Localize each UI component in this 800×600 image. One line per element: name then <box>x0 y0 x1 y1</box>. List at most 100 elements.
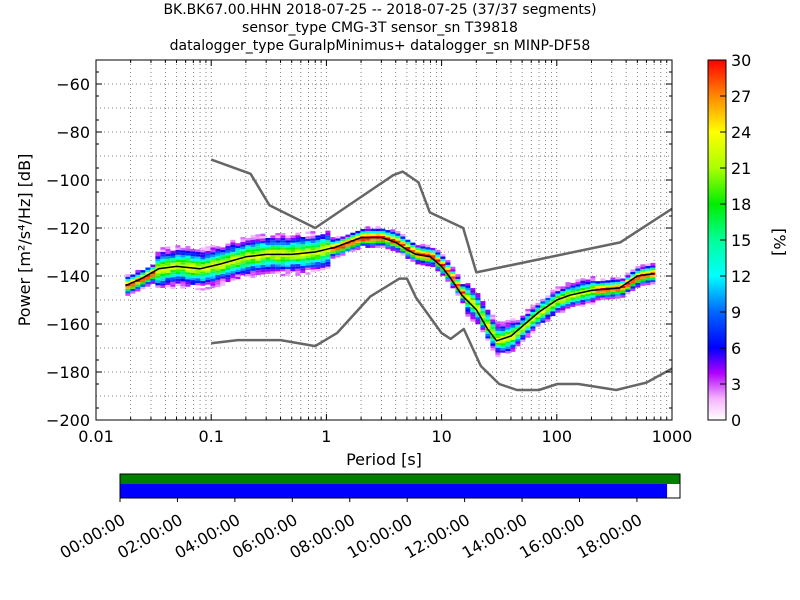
heatmap-cell <box>600 297 606 300</box>
heatmap-cell <box>550 299 556 302</box>
heatmap-cell <box>255 251 261 254</box>
heatmap-cell <box>430 259 436 263</box>
heatmap-cell <box>285 237 291 241</box>
heatmap-cell <box>145 272 151 275</box>
heatmap-cell <box>175 250 181 253</box>
y-tick-label: −140 <box>46 267 90 286</box>
heatmap-cell <box>190 256 196 259</box>
heatmap-cell <box>495 350 501 353</box>
heatmap-cell <box>495 326 501 329</box>
heatmap-cell <box>575 281 581 285</box>
heatmap-cell <box>370 233 376 236</box>
heatmap-cell <box>175 254 181 258</box>
heatmap-cell <box>160 254 166 257</box>
heatmap-cell <box>470 314 476 317</box>
heatmap-cell <box>650 282 656 285</box>
heatmap-cell <box>135 272 141 275</box>
heatmap-cell <box>330 256 336 259</box>
heatmap-cell <box>495 330 501 334</box>
heatmap-cell <box>140 279 146 283</box>
heatmap-cell <box>250 251 256 255</box>
heatmap-cell <box>145 274 151 278</box>
heatmap-cell <box>340 238 346 242</box>
heatmap-cell <box>135 286 141 290</box>
heatmap-cell <box>500 323 506 327</box>
heatmap-cell <box>255 263 261 266</box>
heatmap-cell <box>490 343 496 346</box>
heatmap-cell <box>425 263 431 267</box>
heatmap-cell <box>395 235 401 239</box>
heatmap-cell <box>200 252 206 255</box>
heatmap-cell <box>315 264 321 267</box>
heatmap-cell <box>415 254 421 258</box>
heatmap-cell <box>635 273 641 276</box>
heatmap-cell <box>285 235 291 238</box>
heatmap-cell <box>210 254 216 257</box>
heatmap-cell <box>345 249 351 252</box>
heatmap-cell <box>170 279 176 282</box>
heatmap-cell <box>385 234 391 238</box>
heatmap-cell <box>265 252 271 255</box>
heatmap-cell <box>285 257 291 260</box>
heatmap-cell <box>420 253 426 256</box>
heatmap-cell <box>155 285 161 288</box>
heatmap-cell <box>170 269 176 273</box>
heatmap-cell <box>560 308 566 311</box>
heatmap-cell <box>560 310 566 313</box>
heatmap-cell <box>390 236 396 239</box>
heatmap-cell <box>225 253 231 256</box>
heatmap-cell <box>535 324 541 327</box>
heatmap-cell <box>150 274 156 277</box>
heatmap-cell <box>615 291 621 294</box>
heatmap-cell <box>545 297 551 301</box>
heatmap-cell <box>175 269 181 272</box>
heatmap-cell <box>325 249 331 253</box>
heatmap-cell <box>290 235 296 238</box>
heatmap-cell <box>280 240 286 243</box>
heatmap-cell <box>150 276 156 279</box>
heatmap-cell <box>375 226 381 229</box>
heatmap-cell <box>300 256 306 259</box>
heatmap-cell <box>470 290 476 293</box>
heatmap-cell <box>295 256 301 260</box>
heatmap-cell <box>410 249 416 253</box>
heatmap-cell <box>515 341 521 344</box>
heatmap-cell <box>495 345 501 348</box>
heatmap-cell <box>620 278 626 281</box>
heatmap-cell <box>470 300 476 303</box>
heatmap-cell <box>370 238 376 241</box>
heatmap-cell <box>435 264 441 267</box>
heatmap-cell <box>635 282 641 286</box>
heatmap-cell <box>500 340 506 344</box>
heatmap-cell <box>220 278 226 281</box>
heatmap-cell <box>260 248 266 251</box>
heatmap-cell <box>210 266 216 269</box>
heatmap-cell <box>200 283 206 286</box>
heatmap-cell <box>210 281 216 284</box>
heatmap-cell <box>405 254 411 257</box>
heatmap-cell <box>215 251 221 254</box>
heatmap-cell <box>510 337 516 340</box>
heatmap-cell <box>415 245 421 248</box>
heatmap-cell <box>300 263 306 266</box>
heatmap-cell <box>295 263 301 267</box>
heatmap-cell <box>175 245 181 248</box>
heatmap-cell <box>225 255 231 258</box>
timeline-tick-label: 08:00:00 <box>286 510 358 562</box>
heatmap-cell <box>480 308 486 311</box>
heatmap-cell <box>585 279 591 282</box>
heatmap-cell <box>165 272 171 276</box>
heatmap-cell <box>280 242 286 245</box>
heatmap-cell <box>150 279 156 282</box>
heatmap-cell <box>280 264 286 267</box>
heatmap-cell <box>150 269 156 272</box>
heatmap-cell <box>325 261 331 265</box>
heatmap-cell <box>540 306 546 309</box>
heatmap-cell <box>635 280 641 283</box>
heatmap-cell <box>270 269 276 272</box>
heatmap-cell <box>200 247 206 250</box>
heatmap-cell <box>405 242 411 245</box>
heatmap-cell <box>215 282 221 285</box>
heatmap-cell <box>565 303 571 307</box>
heatmap-cell <box>650 267 656 271</box>
